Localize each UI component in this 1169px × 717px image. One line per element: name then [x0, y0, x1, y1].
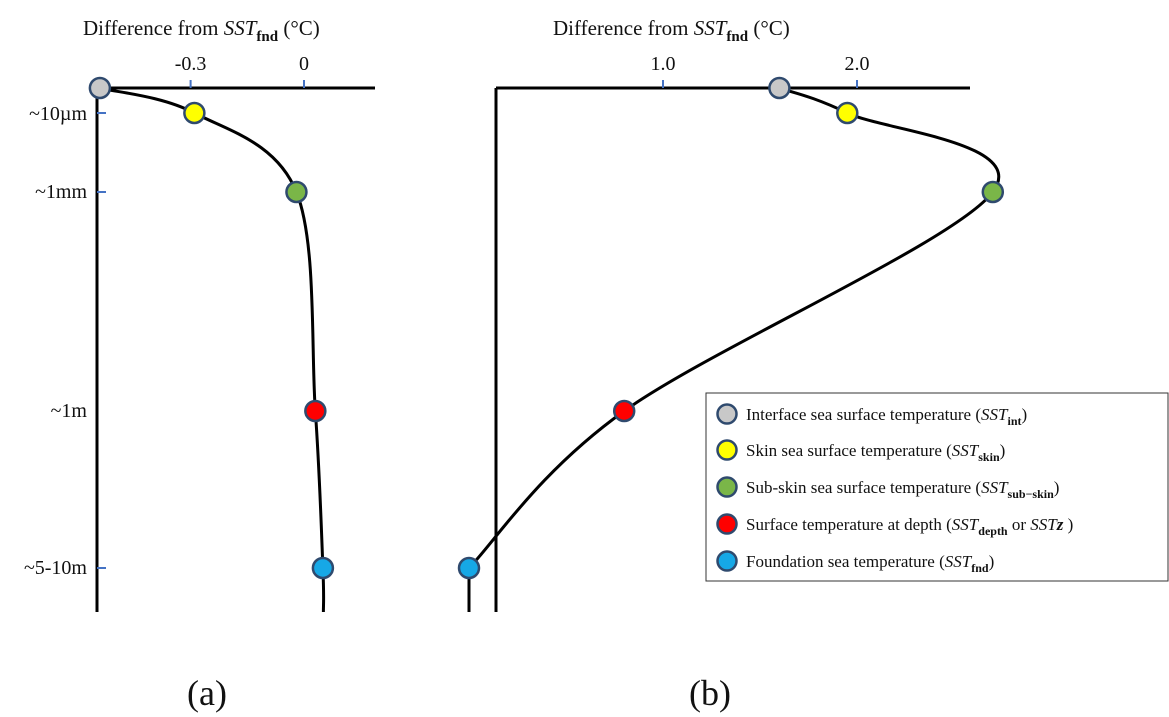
- depth-label-5-10m: ~5-10m: [24, 557, 87, 579]
- legend-label-int: Interface sea surface temperature (SSTin…: [746, 405, 1027, 428]
- panel-b-markers: [457, 76, 1005, 580]
- panel-b-x-tick-label: 1.0: [651, 53, 676, 75]
- panel-a-marker-subskin: [285, 180, 308, 204]
- panel-b-title: Difference from SSTfnd (°C): [553, 16, 790, 45]
- depth-tick-marks: [97, 112, 106, 569]
- legend-label-depth: Surface temperature at depth (SSTdepth o…: [746, 515, 1073, 538]
- depth-label-1mm: ~1mm: [35, 181, 87, 203]
- panel-label-b: (b): [689, 673, 731, 713]
- depth-label-1m: ~1m: [51, 400, 88, 422]
- legend-marker-fnd: [716, 550, 738, 572]
- depth-label-10um: ~10µm: [29, 103, 87, 125]
- panel-a-marker-fnd: [311, 556, 335, 580]
- panel-b-x-tick-label: 2.0: [845, 53, 870, 75]
- legend-label-subskin: Sub-skin sea surface temperature (SSTsub…: [746, 478, 1059, 501]
- legend-marker-int: [716, 403, 738, 425]
- panel-b-marker-subskin: [981, 180, 1005, 204]
- panel-a-marker-skin: [183, 101, 206, 125]
- legend-marker-subskin: [716, 476, 738, 498]
- panel-a-marker-int: [88, 76, 112, 100]
- panel-a-x-tick-label: -0.3: [175, 53, 207, 75]
- panel-b-marker-depth: [612, 399, 636, 423]
- panel-label-a: (a): [187, 673, 227, 713]
- panel-b-marker-fnd: [457, 556, 481, 580]
- legend: Interface sea surface temperature (SSTin…: [705, 392, 1169, 582]
- panel-a-x-ticks: -0.3 0: [175, 53, 309, 88]
- legend-marker-skin: [716, 439, 738, 461]
- panel-a-markers: [88, 76, 335, 580]
- panel-a-title: Difference from SSTfnd (°C): [83, 16, 320, 45]
- legend-label-fnd: Foundation sea temperature (SSTfnd): [746, 552, 994, 575]
- panel-a-profile-line: [99, 86, 326, 613]
- panel-b-x-ticks: 1.0 2.0: [651, 53, 870, 88]
- panel-a-curve: [99, 86, 326, 613]
- panel-b-marker-int: [768, 76, 791, 100]
- legend-box: [705, 392, 1169, 582]
- legend-label-skin: Skin sea surface temperature (SSTskin): [746, 441, 1005, 464]
- panel-a-marker-depth: [304, 399, 327, 423]
- panel-b-marker-skin: [836, 101, 859, 125]
- panel-a-x-tick-label: 0: [299, 53, 309, 75]
- legend-marker-depth: [716, 513, 738, 535]
